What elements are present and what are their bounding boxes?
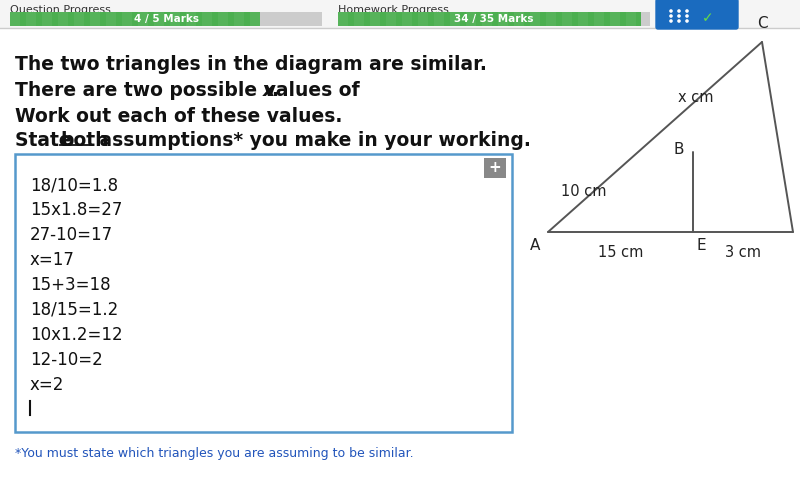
Polygon shape	[626, 12, 636, 26]
Polygon shape	[418, 12, 428, 26]
Bar	[484, 158, 506, 178]
Polygon shape	[594, 12, 604, 26]
Polygon shape	[250, 12, 260, 26]
Text: 15 cm: 15 cm	[598, 245, 643, 260]
Text: assumptions* you make in your working.: assumptions* you make in your working.	[93, 131, 530, 149]
Text: E: E	[697, 238, 706, 253]
Bar	[338, 12, 641, 26]
Polygon shape	[338, 12, 348, 26]
Circle shape	[669, 19, 673, 23]
Polygon shape	[26, 12, 36, 26]
Text: ✓: ✓	[702, 11, 714, 25]
Text: *You must state which triangles you are assuming to be similar.: *You must state which triangles you are …	[15, 446, 414, 459]
Polygon shape	[498, 12, 508, 26]
Bar	[338, 12, 650, 26]
Circle shape	[685, 14, 689, 18]
Polygon shape	[106, 12, 116, 26]
Text: Homework Progress: Homework Progress	[338, 5, 449, 15]
Polygon shape	[530, 12, 540, 26]
Text: 18/15=1.2: 18/15=1.2	[30, 301, 118, 319]
Polygon shape	[578, 12, 588, 26]
Text: x=17: x=17	[30, 251, 75, 269]
Text: 4 / 5 Marks: 4 / 5 Marks	[134, 14, 198, 24]
Circle shape	[669, 14, 673, 18]
Polygon shape	[546, 12, 556, 26]
Text: State: State	[15, 131, 78, 149]
Text: .: .	[270, 81, 278, 99]
Polygon shape	[218, 12, 228, 26]
Polygon shape	[450, 12, 460, 26]
Text: +: +	[489, 160, 502, 176]
Text: Work out each of these values.: Work out each of these values.	[15, 108, 342, 127]
Circle shape	[677, 19, 681, 23]
Text: B: B	[674, 143, 684, 157]
Polygon shape	[122, 12, 132, 26]
Bar	[0, 0, 800, 28]
Circle shape	[677, 14, 681, 18]
Polygon shape	[234, 12, 244, 26]
Polygon shape	[10, 12, 20, 26]
Polygon shape	[42, 12, 52, 26]
Bar	[10, 12, 322, 26]
Text: A: A	[530, 238, 540, 253]
Polygon shape	[386, 12, 396, 26]
Text: 15x1.8=27: 15x1.8=27	[30, 201, 122, 219]
Text: x: x	[263, 81, 275, 99]
Circle shape	[669, 9, 673, 13]
Polygon shape	[154, 12, 164, 26]
Circle shape	[685, 19, 689, 23]
Polygon shape	[354, 12, 364, 26]
Polygon shape	[90, 12, 100, 26]
Polygon shape	[434, 12, 444, 26]
Polygon shape	[138, 12, 148, 26]
Polygon shape	[58, 12, 68, 26]
Polygon shape	[562, 12, 572, 26]
Text: 18/10=1.8: 18/10=1.8	[30, 176, 118, 194]
Text: 34 / 35 Marks: 34 / 35 Marks	[454, 14, 534, 24]
Text: x=2: x=2	[30, 376, 64, 394]
Polygon shape	[74, 12, 84, 26]
Polygon shape	[370, 12, 380, 26]
Text: C: C	[757, 16, 767, 31]
Polygon shape	[514, 12, 524, 26]
Text: 3 cm: 3 cm	[725, 245, 761, 260]
Text: 27-10=17: 27-10=17	[30, 226, 113, 244]
Circle shape	[685, 9, 689, 13]
Polygon shape	[170, 12, 180, 26]
Polygon shape	[466, 12, 476, 26]
Circle shape	[677, 9, 681, 13]
Text: both: both	[60, 131, 109, 149]
Text: 15+3=18: 15+3=18	[30, 276, 110, 294]
Text: x cm: x cm	[678, 89, 714, 105]
Polygon shape	[402, 12, 412, 26]
Text: There are two possible values of: There are two possible values of	[15, 81, 366, 99]
Polygon shape	[202, 12, 212, 26]
Text: 10 cm: 10 cm	[561, 184, 606, 200]
Text: 12-10=2: 12-10=2	[30, 351, 102, 369]
Polygon shape	[610, 12, 620, 26]
Bar	[10, 12, 259, 26]
Text: 10x1.2=12: 10x1.2=12	[30, 326, 122, 344]
Bar	[15, 154, 512, 432]
FancyBboxPatch shape	[656, 0, 738, 29]
Polygon shape	[186, 12, 196, 26]
Text: The two triangles in the diagram are similar.: The two triangles in the diagram are sim…	[15, 55, 487, 73]
Text: Question Progress: Question Progress	[10, 5, 111, 15]
Polygon shape	[482, 12, 492, 26]
